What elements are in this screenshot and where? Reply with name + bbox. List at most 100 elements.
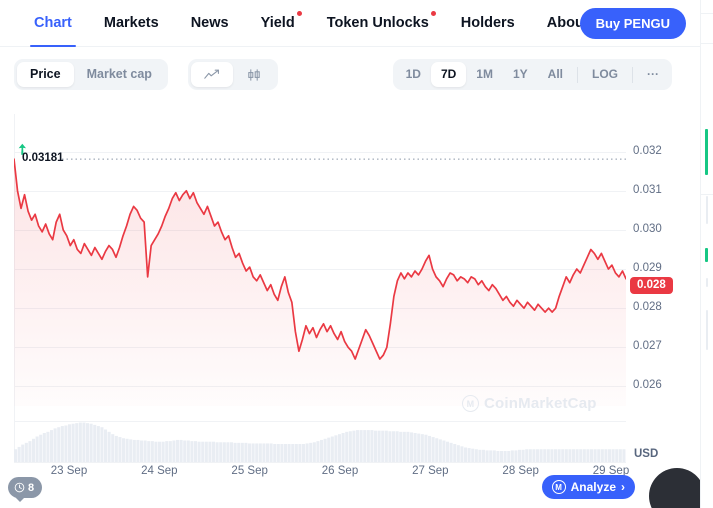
gridline <box>14 229 626 231</box>
volume-bar <box>14 449 18 462</box>
volume-bar <box>464 447 468 462</box>
volume-bar <box>478 449 482 462</box>
range-option-1d[interactable]: 1D <box>405 67 421 81</box>
volume-bar <box>244 442 248 462</box>
volume-bar <box>190 441 194 462</box>
metric-option-price[interactable]: Price <box>17 62 74 87</box>
chart-toolbar: Price Market cap 1D 7D 1M 1Y All LOG ··· <box>0 47 700 105</box>
volume-bar <box>143 440 147 462</box>
tab-label: Markets <box>103 15 159 31</box>
tab-label: About <box>546 15 589 31</box>
x-axis-tick-label: 26 Sep <box>321 465 359 477</box>
volume-bar <box>413 433 417 462</box>
support-chat-button[interactable] <box>649 468 705 508</box>
coin-tabs: Chart Markets News Yield Token Unlocks Holder… <box>18 0 605 47</box>
volume-bar <box>161 441 165 462</box>
volume-bar <box>320 439 324 462</box>
volume-bar <box>438 439 442 462</box>
volume-bar <box>550 449 554 462</box>
volume-bar <box>564 449 568 462</box>
volume-bar <box>489 450 493 462</box>
log-scale-toggle[interactable]: LOG <box>592 67 618 81</box>
buy-pengu-button[interactable]: Buy PENGU <box>579 8 686 39</box>
volume-bar <box>496 450 500 462</box>
volume-bar <box>57 427 61 462</box>
tab-news[interactable]: News <box>175 0 245 47</box>
volume-bar <box>107 431 111 462</box>
x-axis-tick-label: 28 Sep <box>502 465 539 477</box>
notification-dot-icon <box>296 11 302 16</box>
price-line-svg <box>14 158 626 462</box>
volume-bar <box>60 426 64 462</box>
volume-bar <box>75 423 79 462</box>
price-line <box>14 158 626 360</box>
volume-bar <box>302 444 306 462</box>
volume-bar <box>140 440 144 462</box>
more-options-icon[interactable]: ··· <box>647 67 659 81</box>
range-option-1m[interactable]: 1M <box>476 67 493 81</box>
tab-chart[interactable]: Chart <box>18 0 88 47</box>
volume-bar <box>492 450 496 462</box>
tab-token-unlocks[interactable]: Token Unlocks <box>311 0 445 47</box>
volume-bar <box>593 449 597 462</box>
volume-bar <box>503 450 507 462</box>
volume-bar <box>514 450 518 462</box>
x-axis-tick-label: 27 Sep <box>412 465 449 477</box>
range-option-7d[interactable]: 7D <box>430 62 467 87</box>
volume-bar <box>255 443 259 462</box>
clock-icon <box>14 482 25 493</box>
volume-bar <box>269 443 273 462</box>
volume-bar <box>539 449 543 462</box>
volume-bar <box>341 433 345 462</box>
volume-bar <box>424 434 428 462</box>
volume-bar <box>312 442 316 462</box>
volume-bar <box>338 434 342 462</box>
volume-bars <box>14 422 626 462</box>
chevron-right-icon: › <box>621 480 625 494</box>
tab-holders[interactable]: Holders <box>445 0 531 47</box>
volume-bar <box>132 439 136 462</box>
volume-bar <box>446 441 450 462</box>
gridline <box>14 308 626 310</box>
history-badge[interactable]: 8 <box>8 477 43 502</box>
volume-bar <box>618 449 622 462</box>
volume-bar <box>208 441 212 462</box>
metric-option-market-cap[interactable]: Market cap <box>86 67 152 81</box>
volume-bar <box>122 438 126 462</box>
line-chart-icon[interactable] <box>191 62 233 87</box>
volume-bar <box>222 442 226 462</box>
volume-bar <box>356 430 360 462</box>
volume-bar <box>294 444 298 462</box>
volume-bar <box>93 424 97 462</box>
chart-type-toggle-group <box>188 59 278 90</box>
analyze-label: Analyze <box>570 480 616 494</box>
volume-bar <box>24 442 28 462</box>
volume-bar <box>622 449 626 462</box>
candlestick-chart-icon[interactable] <box>233 62 275 87</box>
volume-bar <box>467 448 471 462</box>
volume-bar <box>298 444 302 462</box>
volume-bar <box>536 449 540 462</box>
volume-bar <box>572 449 576 462</box>
volume-bar <box>179 439 183 462</box>
volume-bar <box>363 430 367 462</box>
volume-bar <box>273 444 277 462</box>
tab-yield[interactable]: Yield <box>245 0 311 47</box>
tab-about[interactable]: About <box>531 0 605 47</box>
volume-bar <box>399 431 403 462</box>
volume-bar <box>100 427 104 462</box>
volume-bar <box>384 430 388 462</box>
volume-bar <box>615 449 619 462</box>
volume-bar <box>309 442 313 462</box>
volume-bar <box>575 449 579 462</box>
volume-bar <box>212 441 216 462</box>
range-option-all[interactable]: All <box>547 67 563 81</box>
tab-markets[interactable]: Markets <box>88 0 175 47</box>
analyze-button[interactable]: M Analyze › <box>541 475 635 499</box>
volume-bar <box>197 441 201 462</box>
y-axis-tick-label: 0.030 <box>633 222 662 235</box>
range-option-1y[interactable]: 1Y <box>512 67 528 81</box>
volume-bar <box>64 425 68 462</box>
volume-bar <box>471 448 475 462</box>
price-chart[interactable]: ➚ 0.03181 M CoinMarketCap <box>12 114 626 463</box>
